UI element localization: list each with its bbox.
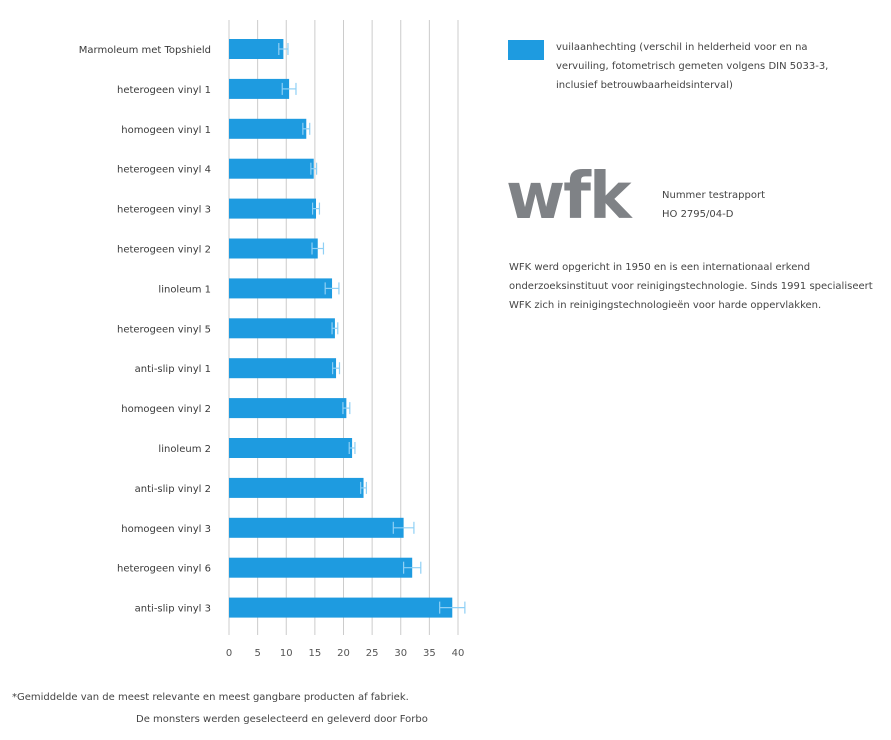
x-tick-label: 15 — [309, 648, 322, 659]
category-label: heterogeen vinyl 4 — [117, 165, 211, 176]
bar — [229, 358, 337, 379]
category-label: linoleum 1 — [158, 284, 211, 295]
category-label: heterogeen vinyl 1 — [117, 85, 211, 96]
category-label: anti-slip vinyl 2 — [135, 484, 211, 495]
bar — [229, 517, 404, 538]
legend-label: vuilaanhechting (verschil in helderheid … — [556, 42, 829, 91]
report-info: Nummer testrapport HO 2795/04-D — [662, 186, 765, 224]
category-label: heterogeen vinyl 5 — [117, 324, 211, 335]
category-label: heterogeen vinyl 3 — [117, 205, 211, 216]
category-label: homogeen vinyl 3 — [121, 524, 211, 535]
bar — [229, 477, 364, 498]
bar — [229, 438, 353, 458]
bar — [229, 238, 318, 259]
x-tick-label: 40 — [452, 648, 465, 659]
x-tick-label: 20 — [337, 648, 350, 659]
x-tick-label: 0 — [226, 648, 232, 659]
bar-chart: Marmoleum met Topshield heterogeen vinyl … — [79, 20, 466, 659]
bar — [229, 597, 453, 618]
bar — [229, 78, 290, 99]
category-label: Marmoleum met Topshield — [79, 45, 211, 56]
bar — [229, 318, 335, 339]
x-tick-label: 35 — [423, 648, 436, 659]
footnote-line-1: *Gemiddelde van de meest relevante en me… — [12, 692, 409, 703]
category-label: anti-slip vinyl 1 — [135, 364, 211, 375]
wfk-logo: wfk — [506, 166, 635, 226]
bar — [229, 158, 314, 179]
about-wfk-text: WFK werd opgericht in 1950 en is een int… — [509, 262, 873, 311]
bar — [229, 557, 413, 578]
report-number-label: Nummer testrapport — [662, 190, 766, 201]
category-label: heterogeen vinyl 6 — [117, 564, 211, 575]
category-label: linoleum 2 — [158, 444, 211, 455]
bar — [229, 278, 333, 299]
footnote-line-2: De monsters werden geselecteerd en gelev… — [136, 714, 428, 725]
report-number-value: HO 2795/04-D — [662, 209, 734, 220]
bar — [229, 118, 307, 139]
bar — [229, 198, 317, 219]
category-label: heterogeen vinyl 2 — [117, 245, 211, 256]
x-tick-label: 30 — [394, 648, 407, 659]
bar — [229, 398, 347, 419]
legend-swatch — [508, 40, 544, 60]
category-label: homogeen vinyl 2 — [121, 404, 211, 415]
x-tick-label: 5 — [254, 648, 260, 659]
category-label: anti-slip vinyl 3 — [135, 604, 211, 615]
x-tick-label: 25 — [366, 648, 379, 659]
wfk-logo-text: wfk — [506, 166, 633, 226]
category-label: homogeen vinyl 1 — [121, 125, 211, 136]
bar — [229, 39, 284, 59]
x-tick-label: 10 — [280, 648, 293, 659]
